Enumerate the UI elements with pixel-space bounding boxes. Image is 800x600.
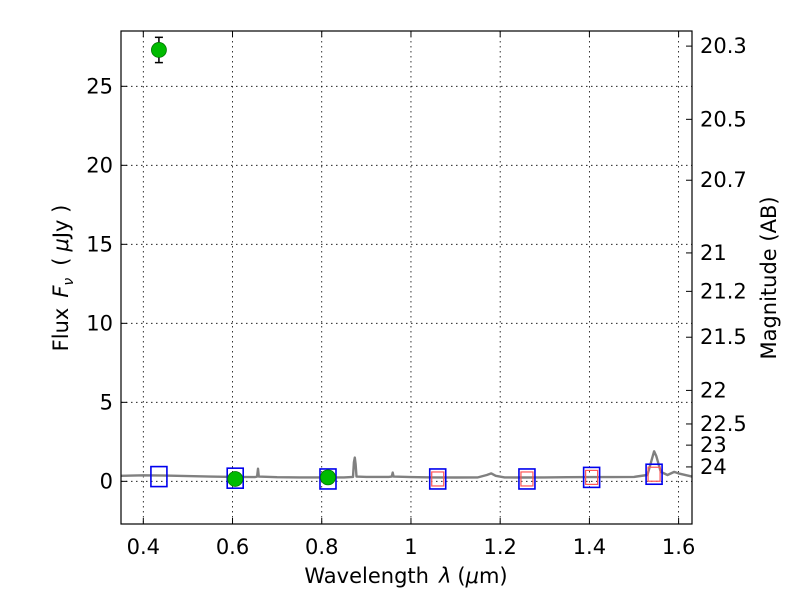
model-spectrum-line — [120, 450, 693, 479]
model-band-square-red — [431, 471, 445, 487]
model-band-square-blue — [518, 468, 536, 490]
x-tick-label: 1.6 — [662, 535, 695, 559]
x-axis-label: Wavelength λ (μm) — [304, 564, 507, 588]
y-tick-label: 15 — [86, 232, 113, 256]
y-tick-label: 5 — [100, 390, 113, 414]
model-band-markers-red — [431, 466, 661, 487]
y-axis-ticks: 0 5 10 15 20 25 — [86, 74, 127, 493]
y2-tick-label: 20.5 — [700, 107, 747, 131]
grid-lines — [121, 31, 692, 524]
model-band-square-red — [520, 471, 534, 487]
model-band-markers-blue — [150, 463, 663, 490]
y-tick-label: 0 — [100, 469, 113, 493]
model-band-square-blue — [428, 468, 447, 490]
x-tick-label: 0.4 — [127, 535, 160, 559]
observed-flux-point — [320, 469, 336, 486]
y-tick-label: 20 — [86, 153, 113, 177]
model-band-square-blue — [319, 468, 337, 490]
x-tick-label: 1.4 — [573, 535, 606, 559]
y2-axis-label: Magnitude (AB) — [757, 196, 781, 359]
y2-tick-label: 21 — [700, 241, 727, 265]
x-axis-ticks: 0.4 0.6 0.8 1 1.2 1.4 1.6 — [127, 31, 695, 559]
x-tick-label: 1 — [404, 535, 417, 559]
y2-tick-label: 21.2 — [700, 279, 747, 303]
y2-tick-label: 22.5 — [700, 412, 747, 436]
model-band-square-blue — [582, 466, 601, 489]
y2-tick-label: 20.7 — [700, 168, 747, 192]
y-tick-label: 25 — [86, 74, 113, 98]
y2-tick-label: 24 — [700, 455, 727, 479]
y-tick-label: 10 — [86, 311, 113, 335]
observed-flux-point — [227, 471, 244, 487]
x-tick-label: 0.6 — [216, 535, 249, 559]
y2-tick-label: 20.3 — [700, 34, 747, 58]
y2-tick-label: 22 — [700, 378, 727, 402]
model-band-square-red — [647, 466, 661, 482]
model-band-square-blue — [150, 465, 168, 488]
observed-flux-points — [151, 36, 336, 487]
y2-tick-label: 23 — [700, 433, 727, 457]
x-tick-label: 0.8 — [305, 535, 338, 559]
x-tick-label: 1.2 — [483, 535, 516, 559]
observed-flux-point — [151, 42, 167, 58]
model-band-square-red — [585, 469, 599, 485]
plot-frame — [120, 30, 693, 525]
y2-tick-label: 21.5 — [700, 325, 747, 349]
model-band-square-blue — [226, 467, 244, 489]
model-band-square-blue — [645, 463, 663, 486]
spectrum-layer — [120, 450, 693, 479]
y-axis-label: FluxFν(μJy ) — [49, 205, 77, 352]
